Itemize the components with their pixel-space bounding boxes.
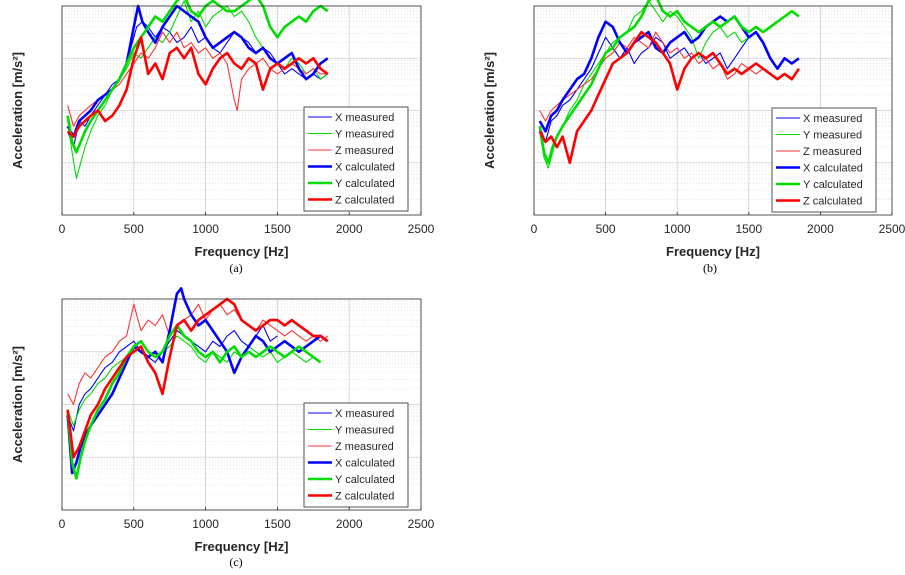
x-tick-label: 1000 [192, 517, 219, 531]
legend: X measured Y measured Z measured X calculat… [303, 106, 409, 212]
axes-box [61, 5, 422, 216]
x-tick-label: 500 [596, 222, 616, 236]
y-axis-label: Acceleration [m/s²] [482, 52, 497, 169]
x-axis-label: Frequency [Hz] [195, 244, 289, 259]
legend-label: Z measured [803, 146, 862, 158]
legend: X measured Y measured Z measured X calculat… [303, 402, 409, 508]
series-line-y-calculated [538, 0, 800, 165]
legend-label: X measured [335, 408, 394, 420]
legend-label: Y measured [335, 129, 394, 141]
series-line-z-measured [67, 303, 329, 406]
legend-label: Y calculated [803, 179, 863, 191]
series-line-x-measured [539, 36, 750, 143]
axes-box [533, 5, 893, 216]
y-axis-label: Acceleration [m/s²] [10, 52, 25, 169]
legend-label: Y measured [335, 425, 394, 437]
x-tick-label: 500 [124, 517, 144, 531]
legend-label: Y calculated [335, 178, 395, 190]
legend-label: Z calculated [803, 196, 862, 208]
x-tick-label: 2000 [807, 222, 834, 236]
x-axis-label: Frequency [Hz] [666, 244, 760, 259]
x-tick-label: 2000 [336, 222, 363, 236]
legend-label: X measured [335, 112, 394, 124]
x-tick-label: 2500 [408, 517, 435, 531]
legend-box [303, 402, 409, 508]
x-tick-label: 0 [59, 517, 66, 531]
series-line-y-calculated [66, 0, 329, 154]
axes-box [61, 298, 422, 511]
x-tick-label: 1000 [192, 222, 219, 236]
x-tick-label: 500 [124, 222, 144, 236]
legend-box [303, 106, 409, 212]
series-line-z-calculated [538, 30, 800, 165]
legend-label: X calculated [803, 163, 863, 175]
x-tick-label: 0 [531, 222, 538, 236]
legend-label: Z calculated [335, 195, 394, 207]
subfigure-caption: (b) [703, 261, 717, 275]
legend-label: Y measured [803, 130, 862, 142]
x-tick-label: 1500 [264, 222, 291, 236]
subfigure-caption: (a) [229, 261, 242, 275]
series-line-x-measured [67, 324, 278, 432]
series-line-x-calculated [538, 15, 800, 133]
chart-2: 0 500 1000 1500 2000 2500 Frequency [Hz] Accele… [482, 0, 905, 275]
series-line-y-measured [67, 335, 321, 427]
series-line-x-calculated [66, 4, 329, 138]
legend-label: X measured [803, 113, 862, 125]
legend-label: Y calculated [335, 474, 395, 486]
series-line-y-calculated [66, 324, 322, 480]
x-tick-label: 2000 [336, 517, 363, 531]
series-line-z-calculated [66, 35, 329, 138]
legend: X measured Y measured Z measured X calculat… [771, 107, 877, 213]
x-tick-label: 1000 [664, 222, 691, 236]
x-tick-label: 2500 [879, 222, 905, 236]
legend-label: Z measured [335, 145, 394, 157]
chart-1: 0 500 1000 1500 2000 2500 Frequency [Hz] Accele… [10, 0, 435, 275]
legend-label: Z measured [335, 441, 394, 453]
x-tick-label: 0 [59, 222, 66, 236]
legend-box [771, 107, 877, 213]
chart-3: 0 500 1000 1500 2000 2500 Frequency [Hz] Accele… [10, 287, 435, 569]
subfigure-caption: (c) [229, 555, 242, 569]
legend-label: Z calculated [335, 491, 394, 503]
series-line-z-calculated [66, 297, 329, 459]
y-axis-label: Acceleration [m/s²] [10, 346, 25, 463]
x-tick-label: 1500 [264, 517, 291, 531]
series-line-z-measured [539, 31, 764, 122]
x-axis-label: Frequency [Hz] [195, 539, 289, 554]
series-line-x-calculated [66, 287, 329, 475]
legend-label: X calculated [335, 162, 395, 174]
x-tick-label: 1500 [735, 222, 762, 236]
x-tick-label: 2500 [408, 222, 435, 236]
legend-label: X calculated [335, 458, 395, 470]
